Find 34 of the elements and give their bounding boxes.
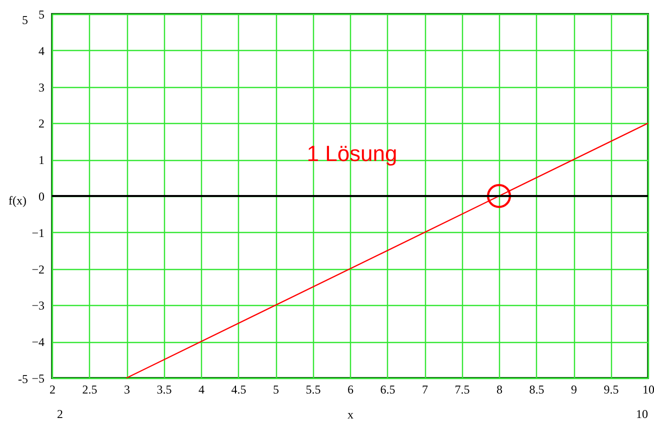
text: 10 [636,407,648,421]
x-tick-label: 3.5 [156,382,172,396]
y-tick-label: −2 [32,262,44,276]
y-tick-label: 0 [38,190,44,204]
x-tick-label: 8 [496,382,502,396]
x-tick-label: 10 [642,382,654,396]
y-tick-label: 3 [38,80,44,94]
x-tick-label: 8.5 [529,382,544,396]
x-axis-title: x [348,408,354,421]
x-tick-label: 3 [124,382,130,396]
x-tick-label: 5 [273,382,279,396]
x-tick-label: 2 [50,382,56,396]
x-tick-label: 9.5 [604,382,619,396]
y-tick-label: −3 [32,298,44,313]
text: 5 [22,13,28,27]
y-tick-label: 5 [38,8,44,22]
x-tick-label: 7.5 [454,382,470,396]
x-tick-label: 5.5 [306,382,321,396]
y-tick-label: −5 [32,372,44,386]
x-tick-label: 7 [422,382,428,396]
y-tick-label: −4 [32,335,44,350]
y-axis-title: f(x) [8,194,26,208]
x-tick-label: 6.5 [380,382,396,396]
x-tick-label: 6 [348,382,354,396]
x-tick-label: 4.5 [231,382,246,396]
y-tick-label: −1 [32,226,44,240]
text: 2 [57,407,63,421]
x-tick-label: 9 [571,382,577,396]
x-tick-label: 4 [198,382,204,396]
y-tick-label: 1 [38,153,44,168]
y-tick-label: 2 [38,116,44,131]
y-tick-label: 4 [38,44,44,58]
x-tick-label: 2.5 [82,382,98,396]
text: -5 [18,372,28,386]
